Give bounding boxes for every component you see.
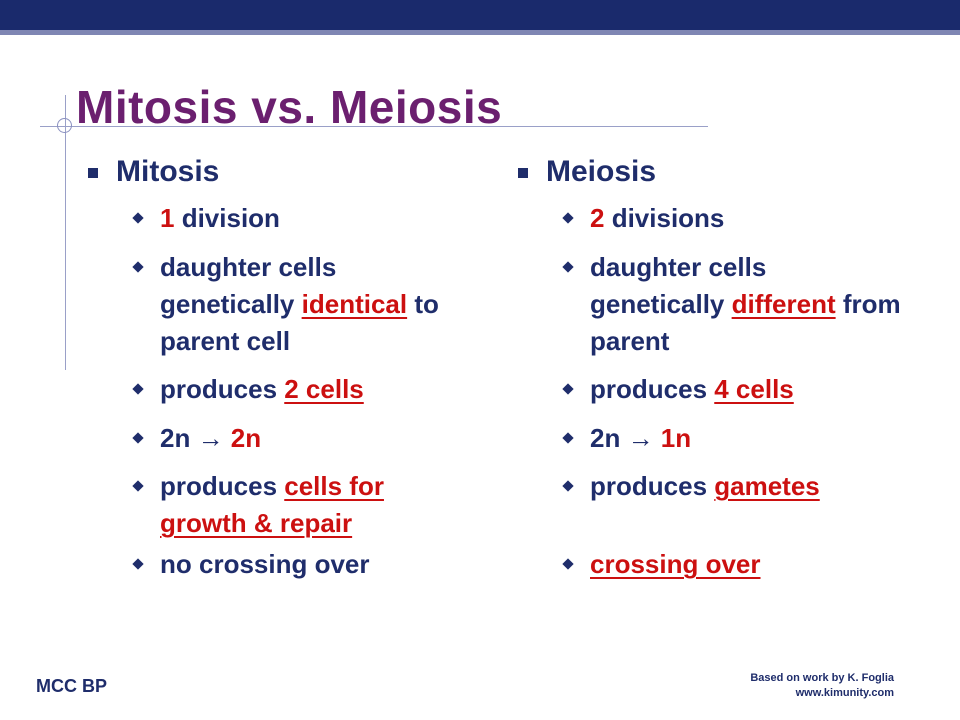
list-item: daughter cells genetically identical to … <box>132 249 474 360</box>
item-text-part: to parent cell <box>160 289 439 356</box>
item-text-part: produces <box>590 471 715 501</box>
item-text-part: division <box>174 203 280 233</box>
item-text-part: from parent <box>590 289 901 356</box>
list-item-text: 2n → 2n <box>134 420 474 457</box>
item-highlight: 1n <box>660 423 692 453</box>
meiosis-column: Meiosis 2 divisions daughter cells geneti… <box>518 152 918 579</box>
list-item: 2 divisions <box>562 200 904 237</box>
item-text-part: produces <box>590 374 715 404</box>
item-text-part: 2n → <box>590 423 661 453</box>
vertical-rule <box>65 95 66 370</box>
item-highlight: cells for growth & repair <box>160 471 384 538</box>
square-bullet-icon <box>518 168 528 178</box>
list-item: daughter cells genetically different fro… <box>562 249 904 360</box>
item-text-part: 2n → <box>160 423 231 453</box>
item-highlight: 1 <box>160 203 175 233</box>
list-item-text: produces cells for growth & repair <box>134 468 474 542</box>
footer-course-label: MCC BP <box>36 676 107 696</box>
list-item: 2n → 1n <box>562 420 904 457</box>
item-text-part: produces <box>160 471 285 501</box>
mitosis-heading: Mitosis <box>88 152 488 192</box>
list-item-text: no crossing over <box>134 546 474 583</box>
list-item-text: daughter cells genetically identical to … <box>134 249 474 360</box>
list-item: 2n → 2n <box>132 420 474 457</box>
list-item: produces 2 cells <box>132 371 474 408</box>
crosshair-circle-icon <box>57 118 72 133</box>
square-bullet-icon <box>88 168 98 178</box>
item-text-part: divisions <box>604 203 725 233</box>
list-item-text: crossing over <box>564 546 904 583</box>
meiosis-heading: Meiosis <box>518 152 918 192</box>
list-item: crossing over <box>562 546 904 583</box>
list-item-text: daughter cells genetically different fro… <box>564 249 904 360</box>
list-item: 1 division <box>132 200 474 237</box>
list-item-text: produces gametes <box>564 468 904 505</box>
footer-credit: Based on work by K. Foglia www.kimunity.… <box>700 671 894 701</box>
list-item-text: produces 4 cells <box>564 371 904 408</box>
list-item-text: 2n → 1n <box>564 420 904 457</box>
item-highlight: 2 cells <box>284 374 364 404</box>
item-highlight: 2n <box>230 423 262 453</box>
list-item: produces gametes <box>562 468 904 505</box>
item-text-part: produces <box>160 374 285 404</box>
item-text-part: daughter cells genetically <box>590 252 767 319</box>
title-rule <box>40 126 708 127</box>
item-text-part: no crossing over <box>160 549 370 579</box>
list-item: produces 4 cells <box>562 371 904 408</box>
list-item-text: 2 divisions <box>564 200 904 237</box>
item-highlight: different <box>731 289 836 319</box>
footer-credit-url: www.kimunity.com <box>795 687 894 699</box>
slide-title: Mitosis vs. Meiosis <box>76 81 503 133</box>
list-item-text: 1 division <box>134 200 474 237</box>
item-text-part: daughter cells genetically <box>160 252 337 319</box>
item-highlight: gametes <box>714 471 820 501</box>
item-highlight: identical <box>301 289 408 319</box>
top-bar <box>0 0 960 30</box>
meiosis-heading-label: Meiosis <box>546 155 657 188</box>
item-highlight: 4 cells <box>714 374 794 404</box>
item-highlight: 2 <box>590 203 605 233</box>
list-item: produces cells for growth & repair <box>132 468 474 542</box>
item-highlight: crossing over <box>590 549 761 579</box>
mitosis-heading-label: Mitosis <box>116 155 220 188</box>
footer-credit-author: Based on work by K. Foglia <box>750 672 894 684</box>
mitosis-column: Mitosis 1 division daughter cells genetic… <box>88 152 488 579</box>
list-item-text: produces 2 cells <box>134 371 474 408</box>
list-item: no crossing over <box>132 546 474 583</box>
top-bar-stripe <box>0 30 960 35</box>
